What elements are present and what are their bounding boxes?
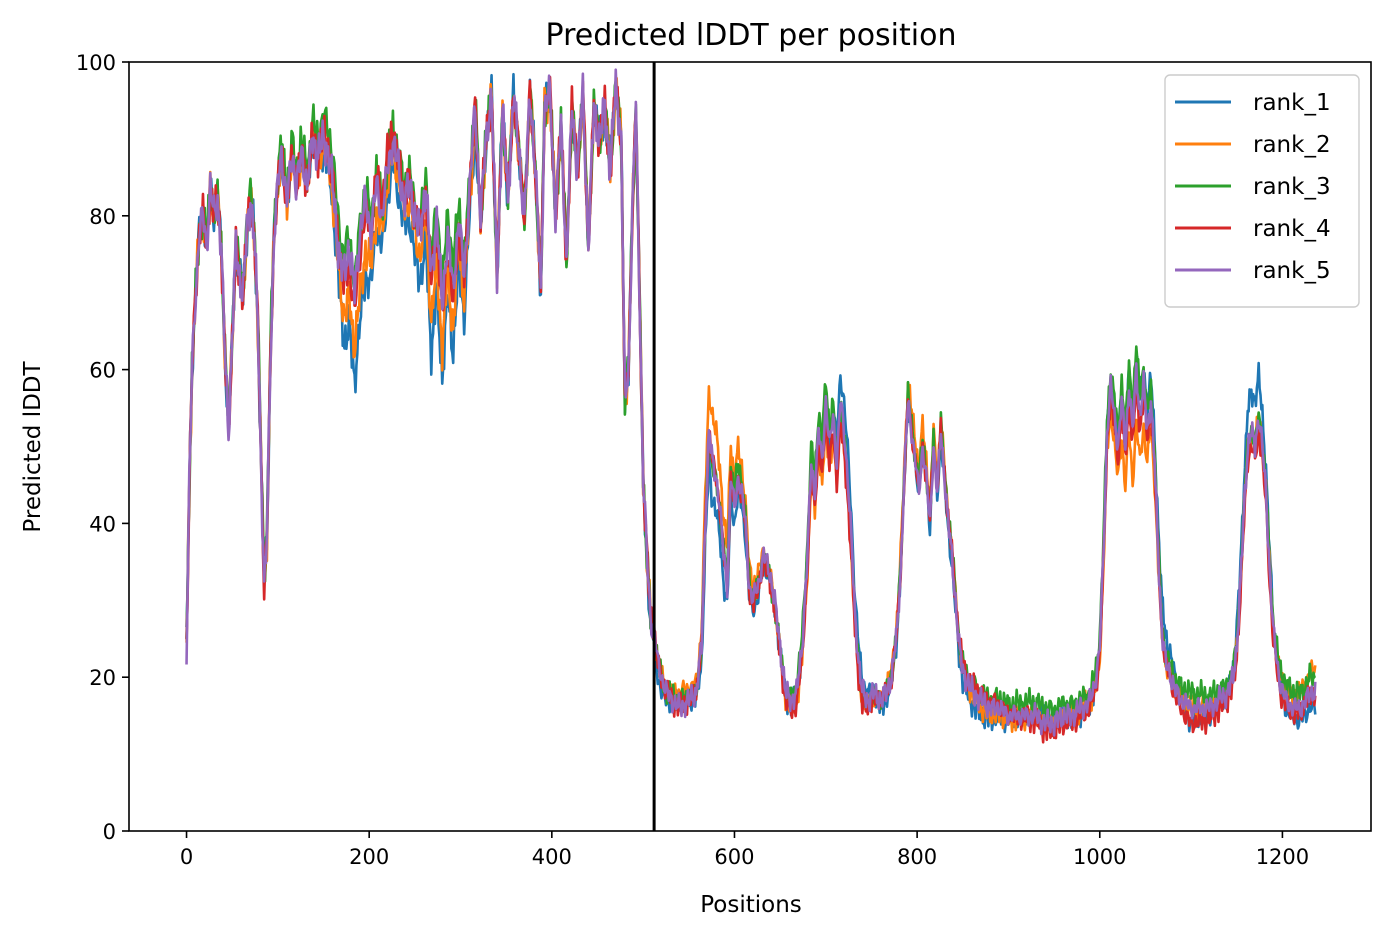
y-tick-label: 20: [89, 666, 116, 690]
legend-label-rank_2: rank_2: [1253, 132, 1331, 158]
y-tick-label: 40: [89, 512, 116, 536]
x-tick-label: 200: [349, 845, 389, 869]
x-tick-label: 0: [180, 845, 193, 869]
y-tick-label: 100: [76, 51, 116, 75]
y-tick-label: 60: [89, 359, 116, 383]
legend-label-rank_3: rank_3: [1253, 174, 1331, 200]
axes-layer: 0 200 400 600 800 1000 1200 0 20 40 60 80 100: [76, 51, 1372, 869]
legend: rank_1 rank_2 rank_3 rank_4 rank_5: [1164, 74, 1360, 308]
legend-label-rank_4: rank_4: [1253, 216, 1331, 242]
y-tick-label: 0: [103, 820, 116, 844]
axes-frame: [128, 61, 1372, 832]
x-tick-label: 600: [714, 845, 754, 869]
x-tick-label: 800: [897, 845, 937, 869]
chart-title: Predicted lDDT per position: [546, 18, 957, 53]
legend-label-rank_1: rank_1: [1253, 90, 1331, 116]
x-tick-label: 1000: [1073, 845, 1126, 869]
series-layer: [185, 62, 1317, 831]
y-tick-label: 80: [89, 205, 116, 229]
series-line-rank_5: [185, 68, 1317, 737]
x-axis-label: Positions: [700, 892, 802, 918]
y-axis-label: Predicted lDDT: [20, 360, 46, 532]
x-tick-label: 400: [532, 845, 572, 869]
x-tick-label: 1200: [1256, 845, 1309, 869]
legend-label-rank_5: rank_5: [1253, 258, 1331, 284]
legend-box: [1164, 74, 1360, 308]
